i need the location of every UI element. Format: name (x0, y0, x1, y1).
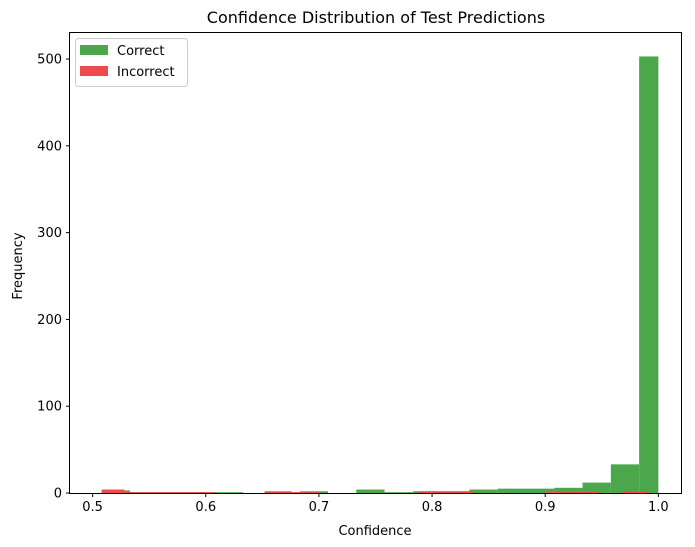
incorrect-bar-3 (169, 492, 193, 493)
incorrect-bar-6 (291, 492, 319, 493)
correct-bar-7 (384, 492, 413, 493)
incorrect-bar-10 (572, 492, 600, 493)
x-axis-label: Confidence (338, 524, 411, 539)
chart-title: Confidence Distribution of Test Predicti… (207, 8, 545, 27)
correct-bar-14 (582, 482, 611, 493)
y-tick-label: 0 (54, 487, 62, 502)
incorrect-bar-5 (264, 491, 292, 493)
x-tick-label: 0.9 (535, 500, 556, 515)
correct-bar-11 (497, 488, 526, 493)
incorrect-bar-7 (418, 491, 446, 493)
incorrect-bar-0 (101, 489, 125, 493)
x-tick-label: 1.0 (648, 500, 669, 515)
y-tick-label: 400 (37, 139, 62, 154)
y-tick-label: 100 (37, 400, 62, 415)
y-axis-ticks: 0 100 200 300 400 500 (37, 53, 70, 502)
x-tick-label: 0.6 (195, 500, 216, 515)
x-tick-label: 0.8 (422, 500, 443, 515)
incorrect-bar-11 (622, 491, 650, 493)
correct-bar-10 (469, 489, 498, 493)
correct-bar-16 (639, 56, 659, 494)
x-axis-ticks: 0.5 0.6 0.7 0.8 0.9 1.0 (82, 493, 669, 515)
incorrect-bar-8 (445, 491, 473, 493)
x-tick-label: 0.7 (309, 500, 330, 515)
incorrect-bars (101, 489, 650, 493)
incorrect-bar-2 (146, 492, 170, 493)
incorrect-bar-9 (545, 492, 573, 493)
legend-label-incorrect: Incorrect (117, 65, 175, 80)
correct-bar-12 (525, 488, 555, 493)
plot-frame (69, 32, 682, 494)
incorrect-bar-1 (124, 492, 147, 493)
x-tick-label: 0.5 (82, 500, 103, 515)
correct-bars (101, 56, 659, 494)
correct-bar-4 (214, 492, 244, 493)
legend: Correct Incorrect (75, 38, 188, 87)
correct-bar-13 (554, 487, 583, 493)
legend-swatch-incorrect (80, 66, 108, 76)
incorrect-bar-4 (192, 492, 215, 493)
correct-bar-15 (610, 464, 640, 493)
y-axis-label: Frequency (11, 232, 26, 299)
y-tick-label: 300 (37, 226, 62, 241)
legend-label-correct: Correct (117, 44, 164, 59)
correct-bar-6 (356, 489, 385, 493)
y-tick-label: 500 (37, 53, 62, 68)
y-tick-label: 200 (37, 313, 62, 328)
legend-swatch-correct (80, 45, 108, 55)
